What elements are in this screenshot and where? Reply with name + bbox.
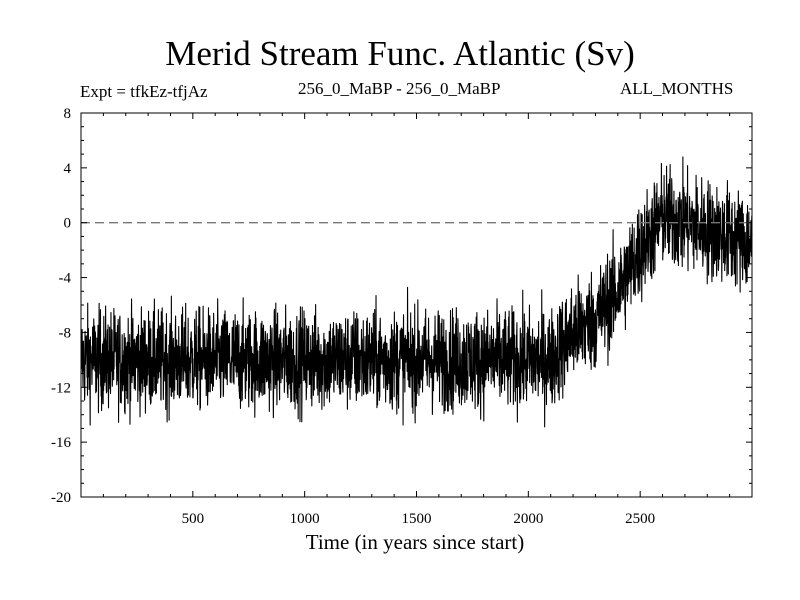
experiment-label: Expt = tfkEz-tfjAz <box>80 82 208 101</box>
x-tick-label: 500 <box>182 511 205 527</box>
series-line <box>80 156 753 428</box>
x-tick-label: 1000 <box>290 511 320 527</box>
y-tick-label: -20 <box>51 490 71 506</box>
season-label: ALL_MONTHS <box>620 79 734 98</box>
y-tick-label: -4 <box>59 271 72 287</box>
x-tick-label: 2000 <box>513 511 543 527</box>
x-axis-label: Time (in years since start) <box>305 530 525 554</box>
y-tick-label: -12 <box>51 380 71 396</box>
series-layer <box>80 156 753 428</box>
x-tick-label: 1500 <box>402 511 432 527</box>
y-tick-label: 8 <box>64 106 72 122</box>
period-label: 256_0_MaBP - 256_0_MaBP <box>298 79 501 98</box>
plot-frame <box>80 112 753 498</box>
y-tick-label: -16 <box>51 435 71 451</box>
chart-title: Merid Stream Func. Atlantic (Sv) <box>165 34 635 73</box>
ticks-layer: -20 -16 -12 -8 -4 0 4 8 500 1000 1500 2000 2500 <box>51 106 752 527</box>
y-tick-label: 0 <box>64 216 72 232</box>
x-tick-label: 2500 <box>625 511 655 527</box>
y-tick-label: -8 <box>59 325 72 341</box>
y-tick-label: 4 <box>64 161 72 177</box>
